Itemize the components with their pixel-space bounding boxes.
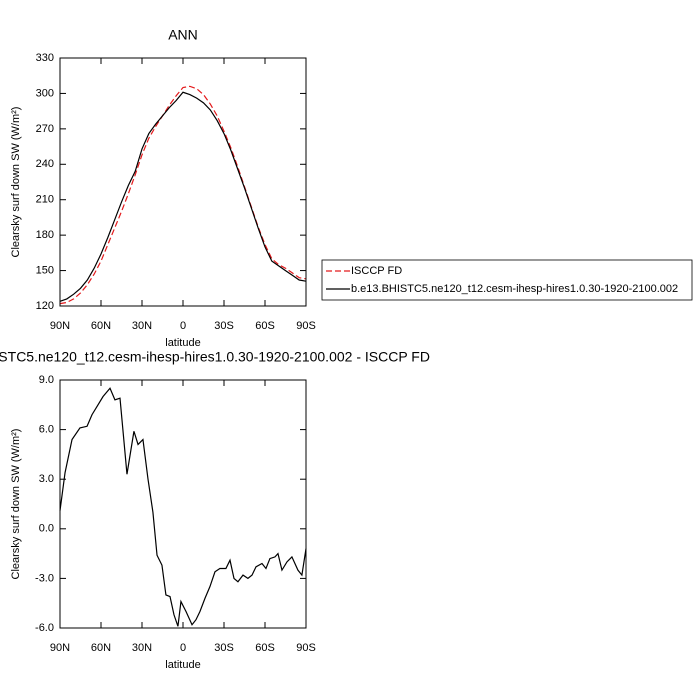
y-tick-label: -3.0 [35, 572, 54, 584]
x-tick-label: 90S [296, 642, 316, 654]
x-tick-label: 0 [180, 320, 186, 332]
y-tick-label: 3.0 [39, 473, 54, 485]
y-tick-label: 330 [36, 52, 54, 64]
y-tick-label: 180 [36, 229, 54, 241]
y-tick-label: 6.0 [39, 424, 54, 436]
y-tick-label: 150 [36, 264, 54, 276]
y-tick-label: 9.0 [39, 374, 54, 386]
y-tick-label: 270 [36, 123, 54, 135]
x-tick-label: 90N [50, 320, 70, 332]
y-tick-label: 240 [36, 158, 54, 170]
x-axis-label: latitude [165, 337, 200, 349]
y-axis-label: Clearsky surf down SW (W/m²) [10, 107, 22, 258]
x-tick-label: 90S [296, 320, 316, 332]
x-tick-label: 60S [255, 642, 275, 654]
y-tick-label: 0.0 [39, 523, 54, 535]
plot-frame [59, 379, 307, 629]
x-tick-label: 30N [132, 642, 152, 654]
data-line [59, 91, 307, 302]
chart-title: ANN [168, 27, 198, 43]
data-line [59, 85, 307, 305]
plot-frame [59, 57, 307, 307]
data-line [59, 387, 307, 627]
x-tick-label: 30N [132, 320, 152, 332]
y-tick-label: 300 [36, 87, 54, 99]
y-axis-label: Clearsky surf down SW (W/m²) [10, 429, 22, 580]
chart-title: b.e13.BHISTC5.ne120_t12.cesm-ihesp-hires… [0, 349, 430, 365]
x-tick-label: 60N [91, 642, 111, 654]
x-tick-label: 90N [50, 642, 70, 654]
x-tick-label: 60S [255, 320, 275, 332]
legend-label: ISCCP FD [351, 265, 402, 277]
x-tick-label: 30S [214, 320, 234, 332]
y-tick-label: 210 [36, 194, 54, 206]
x-tick-label: 60N [91, 320, 111, 332]
x-tick-label: 0 [180, 642, 186, 654]
x-axis-label: latitude [165, 659, 200, 671]
legend-label: b.e13.BHISTC5.ne120_t12.cesm-ihesp-hires… [351, 283, 678, 295]
y-tick-label: 120 [36, 300, 54, 312]
y-tick-label: -6.0 [35, 622, 54, 634]
x-tick-label: 30S [214, 642, 234, 654]
legend-box [321, 259, 693, 301]
